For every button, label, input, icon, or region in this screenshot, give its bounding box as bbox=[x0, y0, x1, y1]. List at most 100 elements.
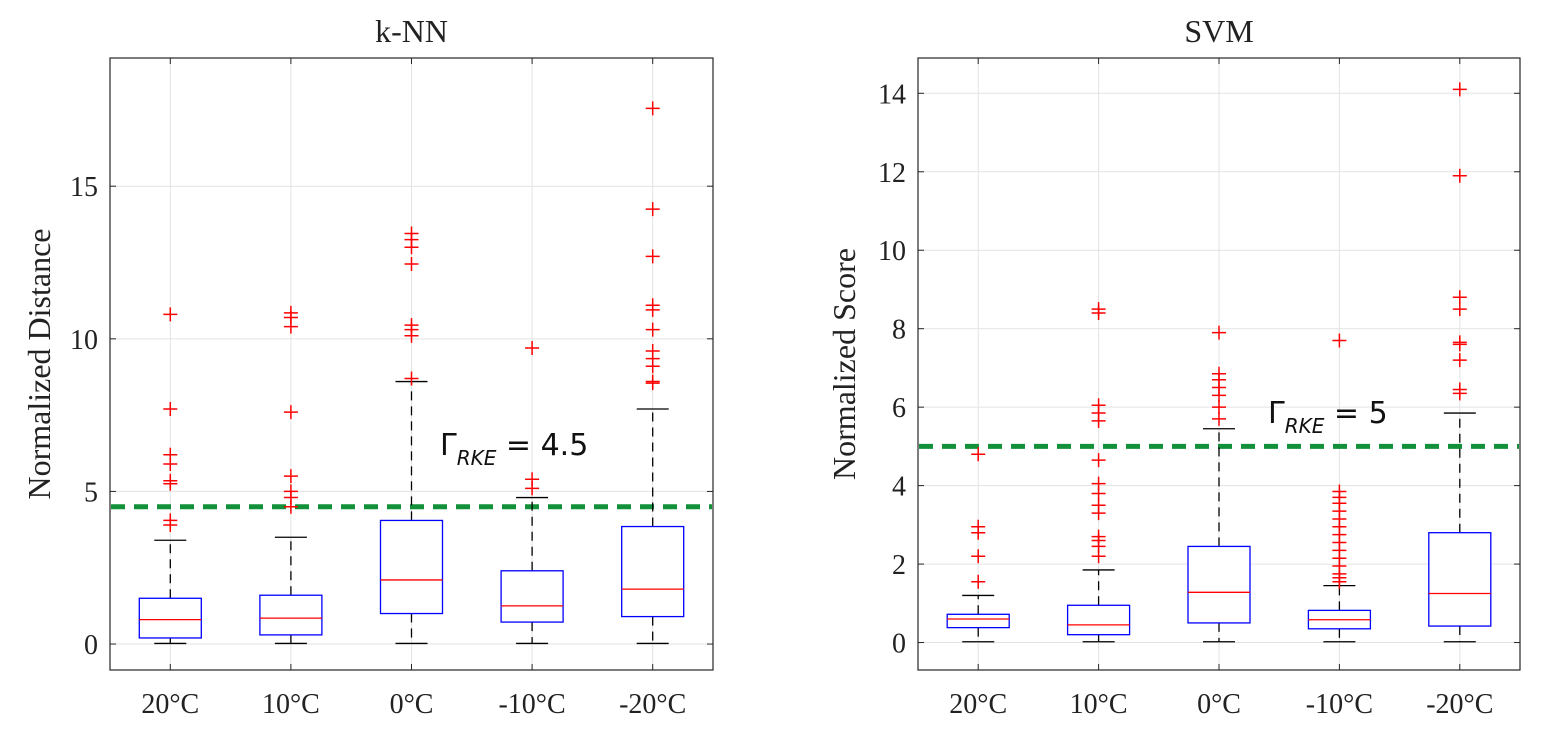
svm-y-axis-label: Normalized Score bbox=[826, 248, 862, 480]
box-0°C bbox=[379, 226, 444, 645]
box--20°C bbox=[621, 101, 685, 645]
outlier-point bbox=[645, 344, 660, 359]
outlier-point bbox=[1091, 498, 1106, 513]
y-tick-label: 8 bbox=[892, 315, 906, 346]
outlier-point bbox=[163, 402, 178, 417]
outlier-point bbox=[971, 519, 986, 534]
outlier-point bbox=[1091, 398, 1106, 413]
outlier-point bbox=[645, 298, 660, 313]
outlier-point bbox=[163, 307, 178, 322]
y-tick-label: 0 bbox=[84, 630, 98, 661]
iqr-box bbox=[379, 519, 444, 615]
outlier-point bbox=[283, 484, 298, 499]
outlier-point bbox=[1091, 453, 1106, 468]
outlier-point bbox=[1332, 333, 1347, 348]
outlier-point bbox=[1091, 476, 1106, 491]
outlier-point bbox=[1091, 529, 1106, 544]
x-tick-label: -20°C bbox=[619, 689, 686, 720]
outlier-point bbox=[1452, 382, 1467, 397]
outlier-point bbox=[971, 574, 986, 589]
y-tick-label: 6 bbox=[892, 393, 906, 424]
x-tick-label: 20°C bbox=[141, 689, 199, 720]
outlier-point bbox=[404, 257, 419, 272]
x-tick-label: 0°C bbox=[1197, 689, 1241, 720]
outlier-point bbox=[645, 374, 660, 389]
x-tick-label: 0°C bbox=[390, 689, 434, 720]
y-tick-label: 0 bbox=[892, 629, 906, 660]
x-tick-label: 20°C bbox=[949, 689, 1007, 720]
threshold-value: = 5 bbox=[1324, 396, 1387, 431]
outlier-point bbox=[283, 469, 298, 484]
threshold-annotation: ΓRKE = 5 bbox=[1268, 396, 1388, 438]
y-tick-label: 2 bbox=[892, 550, 906, 581]
iqr-box bbox=[621, 525, 685, 618]
threshold-value: = 4.5 bbox=[496, 428, 588, 463]
threshold-subscript: RKE bbox=[457, 446, 497, 470]
outlier-point bbox=[1212, 411, 1226, 426]
iqr-box bbox=[1066, 604, 1131, 636]
outlier-point bbox=[645, 101, 660, 116]
outlier-point bbox=[971, 549, 986, 564]
x-tick-label: -20°C bbox=[1426, 689, 1493, 720]
y-tick-label: 10 bbox=[70, 325, 98, 356]
outlier-point bbox=[971, 447, 986, 462]
y-tick-label: 14 bbox=[878, 79, 906, 110]
threshold-subscript: RKE bbox=[1285, 414, 1325, 438]
outlier-point bbox=[645, 202, 660, 217]
outlier-point bbox=[1212, 366, 1226, 381]
outlier-point bbox=[283, 305, 298, 320]
box--10°C bbox=[500, 340, 564, 645]
outlier-point bbox=[404, 226, 419, 241]
iqr-box bbox=[1428, 532, 1492, 627]
x-tick-label: 10°C bbox=[1070, 689, 1128, 720]
box-10°C bbox=[259, 305, 323, 645]
outlier-point bbox=[283, 405, 298, 420]
outlier-point bbox=[525, 340, 540, 355]
iqr-box bbox=[500, 570, 564, 623]
box--20°C bbox=[1428, 82, 1492, 643]
box--10°C bbox=[1307, 333, 1372, 643]
outlier-point bbox=[1452, 82, 1467, 97]
outlier-point bbox=[645, 322, 660, 337]
outlier-point bbox=[1212, 400, 1226, 415]
outlier-point bbox=[1452, 353, 1467, 368]
x-tick-label: 10°C bbox=[262, 689, 320, 720]
outlier-point bbox=[645, 249, 660, 264]
knn-boxplot-chart: 0 5 10 15 20°C 10°C 0°C -10°C -20°C k-NN Normalize… bbox=[21, 13, 714, 720]
svm-chart-title: SVM bbox=[1184, 13, 1253, 49]
outlier-point bbox=[163, 447, 178, 462]
outlier-point bbox=[1452, 168, 1467, 183]
y-tick-label: 5 bbox=[84, 477, 98, 508]
box-10°C bbox=[1066, 302, 1131, 643]
y-tick-label: 15 bbox=[70, 172, 98, 203]
outlier-point bbox=[1332, 484, 1347, 499]
box-0°C bbox=[1187, 325, 1251, 643]
svm-boxplot-chart: 0 2 4 6 8 10 12 14 20°C 10°C 0°C -10°C -20°C SVM Norma… bbox=[826, 13, 1521, 720]
threshold-symbol: Γ bbox=[1268, 396, 1285, 431]
outlier-point bbox=[404, 371, 419, 386]
x-tick-label: -10°C bbox=[498, 689, 565, 720]
box-20°C bbox=[946, 447, 1010, 643]
iqr-box bbox=[1187, 545, 1251, 624]
threshold-symbol: Γ bbox=[440, 428, 457, 463]
iqr-box bbox=[946, 613, 1010, 629]
y-tick-label: 12 bbox=[878, 158, 906, 189]
outlier-point bbox=[163, 513, 178, 528]
knn-chart-title: k-NN bbox=[375, 13, 448, 49]
iqr-box bbox=[138, 597, 202, 639]
knn-y-axis-label: Normalized Distance bbox=[21, 229, 57, 500]
outlier-point bbox=[1091, 302, 1106, 317]
outlier-point bbox=[163, 473, 178, 488]
outlier-point bbox=[404, 318, 419, 333]
x-tick-label: -10°C bbox=[1306, 689, 1373, 720]
outlier-point bbox=[1452, 290, 1467, 305]
box-20°C bbox=[138, 307, 202, 645]
outlier-point bbox=[525, 472, 540, 487]
outlier-point bbox=[1452, 302, 1467, 317]
iqr-box bbox=[259, 594, 323, 636]
y-tick-label: 4 bbox=[892, 472, 906, 503]
outlier-point bbox=[1452, 335, 1467, 350]
threshold-annotation: ΓRKE = 4.5 bbox=[440, 428, 588, 470]
outlier-point bbox=[1212, 325, 1226, 340]
